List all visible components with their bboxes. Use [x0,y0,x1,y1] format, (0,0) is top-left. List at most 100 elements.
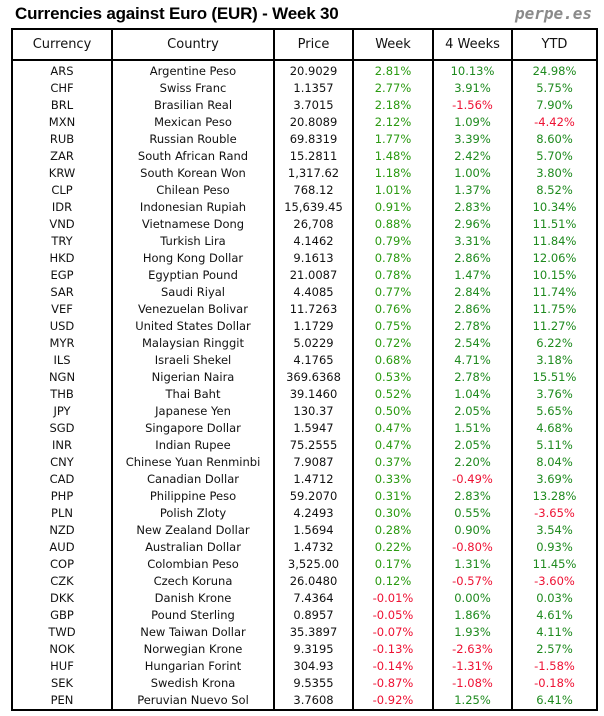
currency-code-cell: AUD [11,539,113,556]
table-row: CHF Swiss Franc 1.1357 2.77% 3.91% 5.75% [11,80,598,97]
table-row: ARS Argentine Peso 20.9029 2.81% 10.13% 24.98… [11,60,598,80]
ytd-change-cell: 3.18% [511,352,598,369]
ytd-change-cell: -1.58% [511,658,598,675]
four-week-change-cell: 1.93% [432,624,513,641]
country-name-cell: Hong Kong Dollar [111,250,275,267]
week-change-cell: -0.92% [352,692,434,710]
country-name-cell: Danish Krone [111,590,275,607]
table-row: HUF Hungarian Forint 304.93 -0.14% -1.31% -1.… [11,658,598,675]
ytd-change-cell: 4.61% [511,607,598,624]
price-cell: 1,317.62 [273,165,354,182]
table-row: ZAR South African Rand 15.2811 1.48% 2.42% 5.… [11,148,598,165]
currency-code-cell: INR [11,437,113,454]
country-name-cell: Brasilian Real [111,97,275,114]
country-name-cell: New Taiwan Dollar [111,624,275,641]
column-header-price: Price [273,28,354,61]
four-week-change-cell: 4.71% [432,352,513,369]
four-week-change-cell: 2.96% [432,216,513,233]
table-row: HKD Hong Kong Dollar 9.1613 0.78% 2.86% 12.06… [11,250,598,267]
currency-code-cell: PEN [11,692,113,710]
currency-code-cell: DKK [11,590,113,607]
week-change-cell: 0.31% [352,488,434,505]
country-name-cell: Egyptian Pound [111,267,275,284]
currency-code-cell: ARS [11,60,113,80]
price-cell: 3.7608 [273,692,354,710]
table-row: RUB Russian Rouble 69.8319 1.77% 3.39% 8.60% [11,131,598,148]
price-cell: 39.1460 [273,386,354,403]
ytd-change-cell: 7.90% [511,97,598,114]
column-header-country: Country [111,28,275,61]
price-cell: 69.8319 [273,131,354,148]
column-header-ytd: YTD [511,28,598,61]
week-change-cell: 0.33% [352,471,434,488]
currency-code-cell: VND [11,216,113,233]
currency-code-cell: MYR [11,335,113,352]
currency-code-cell: SGD [11,420,113,437]
table-row: COP Colombian Peso 3,525.00 0.17% 1.31% 11.45… [11,556,598,573]
four-week-change-cell: 2.83% [432,199,513,216]
country-name-cell: Swedish Krona [111,675,275,692]
country-name-cell: Indonesian Rupiah [111,199,275,216]
country-name-cell: Israeli Shekel [111,352,275,369]
country-name-cell: Colombian Peso [111,556,275,573]
currency-code-cell: HUF [11,658,113,675]
four-week-change-cell: 2.84% [432,284,513,301]
currency-code-cell: IDR [11,199,113,216]
week-change-cell: 0.75% [352,318,434,335]
week-change-cell: 1.01% [352,182,434,199]
country-name-cell: Peruvian Nuevo Sol [111,692,275,710]
country-name-cell: Philippine Peso [111,488,275,505]
country-name-cell: Hungarian Forint [111,658,275,675]
four-week-change-cell: 1.25% [432,692,513,710]
ytd-change-cell: 0.03% [511,590,598,607]
four-week-change-cell: -2.63% [432,641,513,658]
four-week-change-cell: 3.31% [432,233,513,250]
price-cell: 9.1613 [273,250,354,267]
table-row: NZD New Zealand Dollar 1.5694 0.28% 0.90% 3.5… [11,522,598,539]
country-name-cell: South African Rand [111,148,275,165]
price-cell: 75.2555 [273,437,354,454]
week-change-cell: -0.13% [352,641,434,658]
price-cell: 7.4364 [273,590,354,607]
four-week-change-cell: 2.78% [432,369,513,386]
week-change-cell: 0.12% [352,573,434,590]
four-week-change-cell: -1.56% [432,97,513,114]
four-week-change-cell: -1.31% [432,658,513,675]
currency-code-cell: EGP [11,267,113,284]
four-week-change-cell: 2.83% [432,488,513,505]
page-title: Currencies against Euro (EUR) - Week 30 [15,4,339,23]
week-change-cell: 0.30% [352,505,434,522]
currency-code-cell: NZD [11,522,113,539]
table-row: PEN Peruvian Nuevo Sol 3.7608 -0.92% 1.25% 6.… [11,692,598,710]
week-change-cell: 0.91% [352,199,434,216]
four-week-change-cell: 2.42% [432,148,513,165]
currency-code-cell: CNY [11,454,113,471]
price-cell: 26.0480 [273,573,354,590]
country-name-cell: Nigerian Naira [111,369,275,386]
four-week-change-cell: 0.00% [432,590,513,607]
week-change-cell: 0.17% [352,556,434,573]
table-row: PHP Philippine Peso 59.2070 0.31% 2.83% 13.28… [11,488,598,505]
week-change-cell: -0.05% [352,607,434,624]
price-cell: 3.7015 [273,97,354,114]
price-cell: 130.37 [273,403,354,420]
week-change-cell: 2.81% [352,60,434,80]
four-week-change-cell: 1.09% [432,114,513,131]
price-cell: 1.4732 [273,539,354,556]
country-name-cell: Russian Rouble [111,131,275,148]
price-cell: 35.3897 [273,624,354,641]
currency-table: Currency Country Price Week 4 Weeks YTD … [11,28,598,711]
ytd-change-cell: 0.93% [511,539,598,556]
four-week-change-cell: 2.20% [432,454,513,471]
currency-code-cell: NGN [11,369,113,386]
ytd-change-cell: 15.51% [511,369,598,386]
country-name-cell: New Zealand Dollar [111,522,275,539]
table-row: CZK Czech Koruna 26.0480 0.12% -0.57% -3.60% [11,573,598,590]
country-name-cell: Mexican Peso [111,114,275,131]
currency-code-cell: COP [11,556,113,573]
currency-code-cell: SEK [11,675,113,692]
price-cell: 0.8957 [273,607,354,624]
ytd-change-cell: -3.65% [511,505,598,522]
four-week-change-cell: 1.31% [432,556,513,573]
ytd-change-cell: 5.65% [511,403,598,420]
